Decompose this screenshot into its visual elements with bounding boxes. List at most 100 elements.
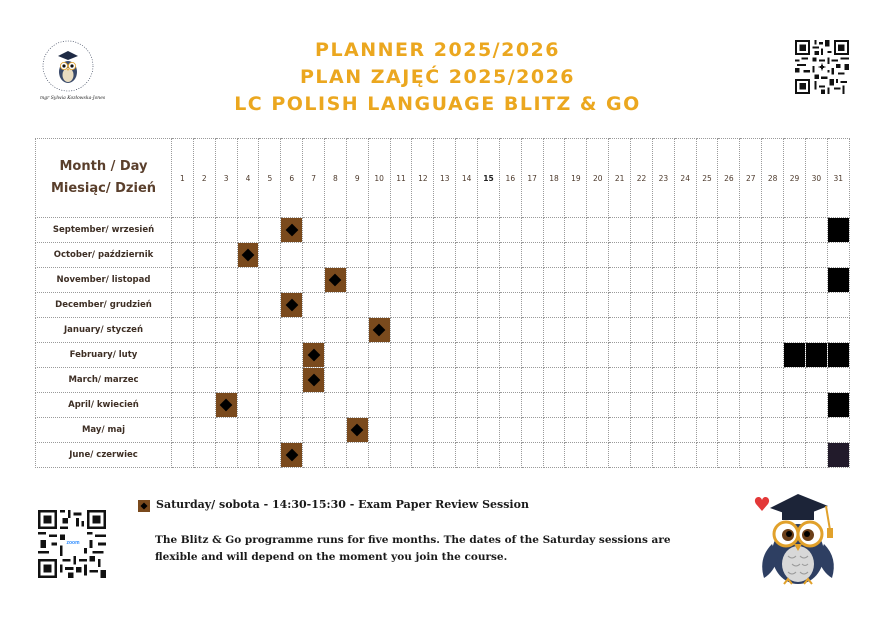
day-cell [214, 417, 238, 443]
day-cell [389, 417, 413, 443]
day-cell [564, 442, 588, 468]
day-cell [783, 292, 806, 318]
day-cell [651, 217, 675, 243]
day-cell [236, 342, 260, 368]
day-cell [739, 317, 763, 343]
day-cell [477, 217, 500, 243]
day-cell [651, 367, 675, 393]
qr-code-icon[interactable] [795, 40, 849, 94]
day-cell [236, 217, 260, 243]
day-cell [586, 417, 610, 443]
day-cell [236, 417, 260, 443]
day-cell [826, 417, 850, 443]
day-cell [171, 317, 194, 343]
day-cell [783, 317, 806, 343]
diamond-icon [285, 223, 299, 237]
title-line-planner: PLANNER 2025/2026 [315, 39, 560, 61]
day-cell [804, 267, 828, 293]
day-cell [389, 342, 413, 368]
day-cell [564, 317, 588, 343]
day-cell [455, 217, 479, 243]
day-cell [761, 317, 785, 343]
day-cell [455, 392, 479, 418]
day-cell [389, 317, 413, 343]
day-cell [717, 217, 741, 243]
day-cell [651, 342, 675, 368]
day-cell [192, 292, 216, 318]
day-header-9: 9 [345, 138, 369, 218]
day-header-22: 22 [630, 138, 653, 218]
day-cell [804, 367, 828, 393]
title-line-course: LC POLISH LANGUAGE BLITZ & GO [234, 93, 641, 115]
day-header-23: 23 [651, 138, 675, 218]
day-cell [498, 267, 522, 293]
day-cell [608, 267, 632, 293]
day-cell [630, 242, 653, 268]
day-cell [564, 267, 588, 293]
day-cell [608, 342, 632, 368]
day-cell [214, 242, 238, 268]
day-cell [783, 267, 806, 293]
day-cell [673, 442, 697, 468]
diamond-icon [350, 423, 364, 437]
day-cell [520, 292, 544, 318]
day-cell [630, 317, 653, 343]
day-cell [673, 367, 697, 393]
day-cell [498, 292, 522, 318]
day-cell [192, 317, 216, 343]
day-header-29: 29 [783, 138, 806, 218]
day-cell [258, 217, 282, 243]
day-cell [586, 442, 610, 468]
day-cell [586, 392, 610, 418]
unavailable-day-cell [826, 217, 850, 243]
day-header-row: Month / Day Miesiąc/ Dzień 1 2 3 4 5 6 7 8 9 10 11… [35, 138, 850, 218]
day-cell [214, 217, 238, 243]
month-label: October/ październik [35, 242, 172, 268]
day-cell [542, 317, 566, 343]
day-cell [761, 292, 785, 318]
planner-grid: Month / Day Miesiąc/ Dzień 1 2 3 4 5 6 7 8 9 10 11… [35, 138, 850, 469]
day-cell [695, 317, 719, 343]
day-cell [564, 392, 588, 418]
day-cell [171, 217, 194, 243]
day-cell [477, 242, 500, 268]
day-cell [804, 417, 828, 443]
logo-owl-icon: mgr Sylwia Kozłowska-Jones [38, 38, 105, 101]
unavailable-day-cell [826, 267, 850, 293]
day-cell [542, 292, 566, 318]
day-cell [804, 242, 828, 268]
day-cell [280, 342, 304, 368]
day-cell [608, 217, 632, 243]
day-cell [564, 342, 588, 368]
day-cell [739, 442, 763, 468]
day-header-3: 3 [214, 138, 238, 218]
day-cell [564, 417, 588, 443]
day-cell [498, 217, 522, 243]
day-header-12: 12 [411, 138, 435, 218]
day-cell [324, 292, 347, 318]
day-cell [542, 417, 566, 443]
day-cell [717, 292, 741, 318]
day-cell [324, 342, 347, 368]
session-cell [280, 217, 304, 243]
day-cell [520, 442, 544, 468]
day-cell [302, 217, 326, 243]
day-cell [739, 417, 763, 443]
day-cell [367, 242, 391, 268]
day-cell [411, 242, 435, 268]
day-cell [367, 442, 391, 468]
month-row: November/ listopad [35, 267, 850, 293]
day-cell [214, 317, 238, 343]
day-cell [586, 367, 610, 393]
day-cell [455, 267, 479, 293]
day-cell [433, 317, 457, 343]
day-cell [586, 317, 610, 343]
zoom-qr-code-icon[interactable]: zoom [38, 510, 106, 578]
month-label: February/ luty [35, 342, 172, 368]
owl-graduate-icon [748, 484, 844, 588]
day-cell [783, 392, 806, 418]
day-cell [171, 242, 194, 268]
day-cell [302, 317, 326, 343]
day-cell [477, 292, 500, 318]
day-header-8: 8 [324, 138, 347, 218]
